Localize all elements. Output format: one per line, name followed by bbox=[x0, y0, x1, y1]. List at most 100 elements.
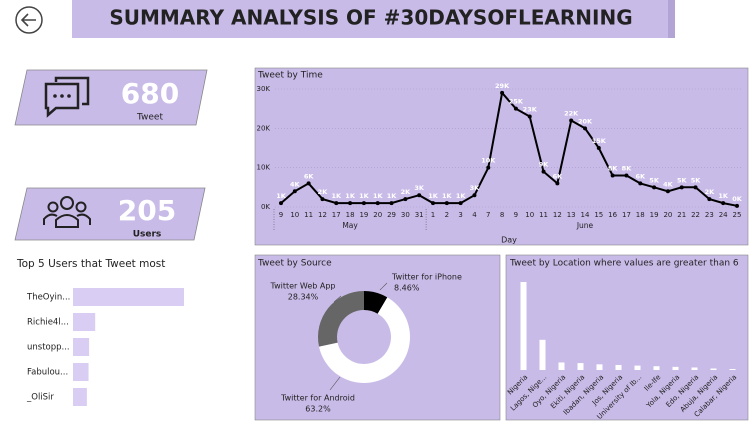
x-group-label: June bbox=[576, 221, 594, 230]
point bbox=[417, 193, 422, 198]
point bbox=[527, 114, 532, 119]
point bbox=[652, 185, 657, 190]
point bbox=[361, 201, 366, 206]
x-tick-label: 15 bbox=[594, 211, 603, 219]
data-label: 29K bbox=[495, 82, 510, 90]
kpi-label: Users bbox=[133, 230, 162, 240]
data-label: 1K bbox=[428, 192, 439, 200]
data-label: 5K bbox=[691, 176, 702, 184]
bar bbox=[558, 362, 565, 370]
x-tick-label: 11 bbox=[539, 211, 548, 219]
bar bbox=[710, 368, 717, 370]
point bbox=[638, 181, 643, 186]
user-body bbox=[55, 214, 79, 228]
point bbox=[306, 181, 311, 186]
bar bbox=[653, 366, 660, 370]
data-label: 3K bbox=[470, 184, 481, 192]
chat-bubble bbox=[44, 82, 80, 118]
data-label: 2K bbox=[318, 188, 329, 196]
chart-title: Tweet by Time bbox=[257, 71, 323, 81]
chat-icon bbox=[44, 76, 90, 118]
point bbox=[444, 201, 449, 206]
x-tick-label: 10 bbox=[525, 211, 534, 219]
data-label: 4K bbox=[290, 180, 301, 188]
point bbox=[292, 189, 297, 194]
kpi-value: 205 bbox=[118, 194, 176, 227]
point bbox=[624, 173, 629, 178]
x-tick-label: 30 bbox=[401, 211, 410, 219]
point bbox=[458, 201, 463, 206]
data-label: 5K bbox=[649, 176, 660, 184]
x-tick-label: 12 bbox=[553, 211, 562, 219]
data-label: 8K bbox=[622, 165, 633, 173]
back-button[interactable] bbox=[15, 6, 43, 34]
bar bbox=[634, 365, 641, 370]
x-tick-label: 9 bbox=[514, 211, 518, 219]
chart-title: Tweet by Source bbox=[257, 259, 332, 269]
slice bbox=[319, 297, 410, 383]
point bbox=[596, 146, 601, 150]
kpi-card bbox=[14, 187, 206, 241]
y-tick-label: 10K bbox=[257, 164, 271, 172]
data-label: 1K bbox=[331, 192, 342, 200]
x-tick-label: 20 bbox=[373, 211, 382, 219]
data-label: 6K bbox=[635, 172, 646, 180]
point bbox=[279, 201, 283, 206]
data-label: 23K bbox=[523, 106, 538, 114]
bar bbox=[73, 363, 89, 381]
data-label: 2K bbox=[401, 188, 412, 196]
slice-label: Twitter for iPhone bbox=[391, 273, 462, 282]
data-label: 1K bbox=[359, 192, 370, 200]
data-label: 22K bbox=[564, 109, 579, 117]
back-arrow[interactable] bbox=[20, 13, 36, 27]
chat-dot bbox=[60, 94, 64, 98]
x-tick-label: 1 bbox=[431, 211, 435, 219]
chart-title: Tweet by Location where values are great… bbox=[509, 259, 739, 269]
chat-bubble-back bbox=[54, 76, 90, 106]
slice-value: 28.34% bbox=[288, 293, 319, 302]
data-label: 1K bbox=[387, 192, 398, 200]
point bbox=[375, 201, 380, 206]
y-tick-label: 20K bbox=[257, 124, 271, 132]
bar bbox=[73, 338, 90, 356]
leader-line bbox=[333, 295, 342, 303]
y-tick-label: Fabulou... bbox=[27, 368, 68, 378]
data-label: 25K bbox=[509, 98, 524, 106]
user-head bbox=[47, 201, 59, 213]
x-tick-label: 21 bbox=[677, 211, 686, 219]
point bbox=[721, 201, 726, 206]
chat-dot bbox=[67, 94, 71, 98]
point bbox=[348, 201, 353, 206]
slice bbox=[317, 291, 364, 347]
back-circle[interactable] bbox=[15, 6, 43, 34]
point bbox=[679, 185, 684, 190]
bar bbox=[729, 368, 736, 370]
bar bbox=[73, 388, 87, 406]
x-tick-label: 25 bbox=[733, 211, 742, 219]
slice-value: 8.46% bbox=[394, 284, 420, 293]
data-label: 10K bbox=[481, 157, 496, 165]
data-label: 20K bbox=[578, 117, 593, 125]
x-tick-label: 19 bbox=[650, 211, 659, 219]
page-title: SUMMARY ANALYSIS OF #30DAYSOFLEARNING bbox=[109, 6, 632, 30]
point bbox=[472, 193, 477, 198]
x-tick-label: 22 bbox=[691, 211, 700, 219]
data-label: 6K bbox=[553, 172, 564, 180]
point bbox=[403, 197, 408, 202]
user-head bbox=[60, 196, 74, 210]
data-label: 1K bbox=[373, 192, 384, 200]
y-tick-label: TheOyin... bbox=[26, 293, 70, 303]
slice-label: Twitter for Android bbox=[280, 394, 355, 403]
x-group-label: May bbox=[342, 221, 358, 230]
x-tick-label: 17 bbox=[332, 211, 341, 219]
point bbox=[334, 201, 339, 206]
x-tick-label: 2 bbox=[445, 211, 449, 219]
data-label: 1K bbox=[442, 192, 453, 200]
x-tick-label: 16 bbox=[608, 211, 617, 219]
kpi-label: Tweet bbox=[136, 113, 163, 123]
leader-line bbox=[329, 376, 341, 391]
point bbox=[541, 169, 546, 174]
point bbox=[569, 118, 574, 123]
y-tick-label: unstopp... bbox=[27, 343, 70, 353]
user-head bbox=[75, 201, 87, 213]
